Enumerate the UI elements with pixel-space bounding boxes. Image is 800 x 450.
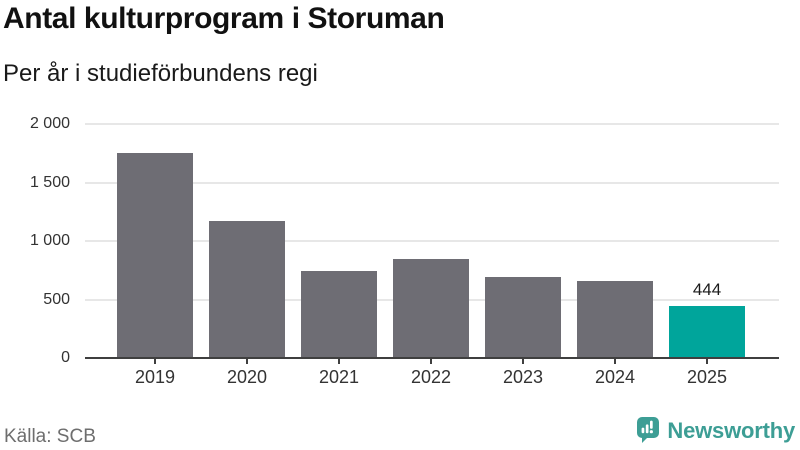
brand-name: Newsworthy — [667, 417, 795, 443]
newsworthy-logo-icon — [637, 417, 660, 444]
y-axis-tick-label: 1 000 — [29, 232, 70, 249]
x-axis-tick-label: 2020 — [226, 367, 268, 387]
x-axis-tick-label: 2025 — [686, 367, 728, 387]
x-axis-tick-label: 2021 — [318, 367, 360, 387]
x-axis-tick — [522, 359, 524, 364]
x-axis-line — [85, 357, 779, 359]
bar-2021 — [301, 270, 377, 358]
y-axis-tick-label: 1 500 — [29, 173, 70, 191]
gridline-2000 — [85, 123, 779, 125]
x-axis-tick-label: 2024 — [594, 367, 636, 387]
bar-2024 — [577, 280, 653, 358]
x-axis-tick — [706, 359, 708, 364]
bar-2022 — [393, 258, 469, 358]
chart-subtitle: Per år i studieförbundens regi — [3, 60, 318, 87]
bar-2023 — [485, 276, 561, 358]
y-axis-tick-label: 0 — [61, 349, 70, 366]
x-axis-tick — [246, 359, 248, 364]
x-axis-tick — [430, 359, 432, 364]
x-axis-tick-label: 2023 — [502, 367, 544, 387]
chart-title: Antal kulturprogram i Storuman — [3, 2, 445, 35]
gridline-1500 — [85, 181, 779, 184]
bar-2019 — [117, 153, 193, 358]
bar-2025 — [669, 306, 745, 358]
bar-value-label: 444 — [692, 280, 722, 300]
y-axis-tick-label: 500 — [43, 290, 70, 308]
y-axis-tick-label: 2 000 — [29, 115, 70, 132]
x-axis-tick — [338, 359, 340, 364]
brand-lockup: Newsworthy — [637, 417, 795, 444]
x-axis-tick — [614, 359, 616, 364]
x-axis-tick-label: 2022 — [410, 367, 452, 387]
gridline-1000 — [85, 240, 779, 242]
bar-2020 — [209, 220, 285, 358]
x-axis-tick — [154, 359, 156, 364]
source-note: Källa: SCB — [4, 426, 96, 447]
x-axis-tick-label: 2019 — [134, 367, 176, 387]
